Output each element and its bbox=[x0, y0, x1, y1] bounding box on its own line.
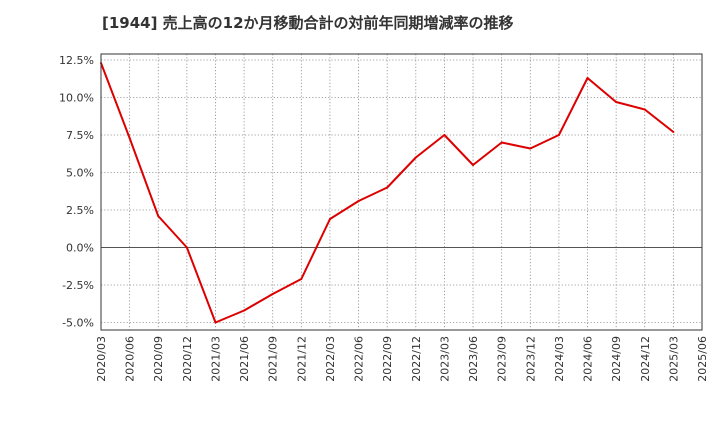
x-tick-label: 2023/03 bbox=[438, 336, 451, 382]
y-tick-label: -2.5% bbox=[62, 279, 94, 292]
data-point bbox=[529, 147, 532, 150]
data-point bbox=[243, 309, 246, 312]
data-point bbox=[386, 186, 389, 189]
y-tick-label: 2.5% bbox=[66, 204, 94, 217]
x-tick-label: 2022/03 bbox=[324, 336, 337, 382]
x-tick-label: 2020/09 bbox=[152, 336, 165, 382]
x-tick-label: 2020/03 bbox=[95, 336, 108, 382]
data-point bbox=[185, 246, 188, 249]
data-point bbox=[357, 200, 360, 202]
y-tick-label: 5.0% bbox=[66, 167, 94, 180]
data-point bbox=[128, 137, 131, 139]
plot-frame bbox=[100, 53, 703, 331]
data-point bbox=[443, 134, 446, 136]
chart-title: [1944] 売上高の12か月移動合計の対前年同期増減率の推移 bbox=[102, 14, 514, 32]
x-tick-label: 2021/12 bbox=[295, 336, 308, 382]
y-tick-label: -5.0% bbox=[62, 317, 94, 330]
x-tick-label: 2023/06 bbox=[467, 336, 480, 382]
data-point bbox=[586, 77, 589, 79]
x-tick-label: 2020/06 bbox=[124, 336, 137, 382]
x-tick-label: 2024/09 bbox=[610, 336, 623, 382]
x-tick-label: 2024/06 bbox=[582, 336, 595, 382]
y-tick-label: 0.0% bbox=[66, 242, 94, 255]
x-tick-label: 2024/12 bbox=[639, 336, 652, 382]
x-tick-labels: 2020/03 2020/06 2020/09 2020/12 2021/03 2021/… bbox=[95, 336, 709, 382]
x-tick-label: 2023/12 bbox=[524, 336, 537, 382]
x-tick-label: 2023/09 bbox=[496, 336, 509, 382]
x-tick-label: 2021/09 bbox=[267, 336, 280, 382]
x-tick-label: 2020/12 bbox=[181, 336, 194, 382]
data-point bbox=[328, 218, 331, 220]
x-tick-label: 2021/03 bbox=[209, 336, 222, 382]
data-point bbox=[157, 215, 160, 217]
series bbox=[100, 62, 675, 324]
x-tick-label: 2022/09 bbox=[381, 336, 394, 382]
data-point bbox=[300, 278, 303, 280]
data-point bbox=[414, 156, 417, 159]
data-point bbox=[643, 108, 646, 111]
x-tick-label: 2022/06 bbox=[353, 336, 366, 382]
grid-lines bbox=[101, 54, 702, 330]
y-tick-label: 12.5% bbox=[59, 54, 94, 67]
y-tick-labels: 12.5% 10.0% 7.5% 5.0% 2.5% 0.0% -2.5% -5.0% bbox=[59, 54, 94, 330]
x-tick-label: 2025/03 bbox=[667, 336, 680, 382]
data-point bbox=[271, 293, 274, 295]
x-tick-label: 2025/06 bbox=[696, 336, 709, 382]
x-tick-label: 2024/03 bbox=[553, 336, 566, 382]
y-tick-label: 10.0% bbox=[59, 92, 94, 105]
x-tick-label: 2021/06 bbox=[238, 336, 251, 382]
x-tick-label: 2022/12 bbox=[410, 336, 423, 382]
data-point bbox=[214, 321, 217, 324]
y-tick-label: 7.5% bbox=[66, 129, 94, 142]
data-point bbox=[500, 141, 503, 144]
data-point bbox=[615, 101, 618, 103]
data-point bbox=[557, 134, 560, 136]
data-point bbox=[672, 131, 675, 133]
data-point bbox=[472, 164, 475, 166]
